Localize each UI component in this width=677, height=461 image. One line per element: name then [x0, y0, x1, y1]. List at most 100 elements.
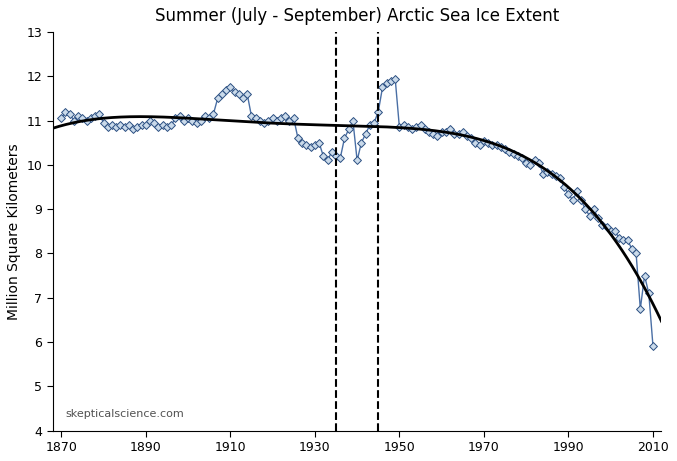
- Point: [411, 124, 422, 131]
- Point: [60, 108, 71, 115]
- Point: [626, 245, 637, 253]
- Point: [563, 190, 574, 197]
- Point: [609, 228, 620, 235]
- Point: [567, 197, 578, 204]
- Point: [89, 112, 100, 120]
- Point: [398, 121, 409, 129]
- Point: [179, 117, 190, 124]
- Point: [335, 154, 346, 162]
- Point: [385, 77, 396, 84]
- Point: [250, 115, 261, 122]
- Point: [136, 121, 147, 129]
- Point: [449, 130, 460, 137]
- Point: [512, 153, 523, 160]
- Point: [432, 132, 443, 140]
- Point: [246, 112, 257, 120]
- Point: [225, 84, 236, 91]
- Point: [419, 126, 430, 133]
- Point: [377, 84, 388, 91]
- Point: [601, 223, 612, 230]
- Point: [554, 175, 565, 182]
- Point: [466, 135, 477, 142]
- Text: skepticalscience.com: skepticalscience.com: [65, 409, 183, 419]
- Point: [470, 139, 481, 147]
- Point: [128, 126, 139, 133]
- Point: [479, 137, 489, 144]
- Point: [402, 124, 413, 131]
- Point: [305, 143, 316, 151]
- Point: [614, 234, 625, 242]
- Point: [364, 121, 375, 129]
- Point: [643, 290, 654, 297]
- Point: [538, 170, 548, 177]
- Point: [149, 119, 160, 126]
- Point: [458, 128, 468, 136]
- Point: [187, 117, 198, 124]
- Point: [212, 95, 223, 102]
- Point: [204, 115, 215, 122]
- Point: [111, 124, 122, 131]
- Point: [424, 128, 435, 136]
- Point: [597, 221, 608, 228]
- Point: [106, 121, 117, 129]
- Point: [191, 119, 202, 126]
- Point: [529, 157, 540, 164]
- Point: [580, 206, 591, 213]
- Point: [360, 130, 371, 137]
- Point: [267, 115, 278, 122]
- Point: [170, 115, 181, 122]
- Point: [288, 115, 299, 122]
- Point: [301, 142, 312, 149]
- Point: [521, 159, 531, 166]
- Point: [326, 148, 337, 155]
- Point: [533, 159, 544, 166]
- Point: [72, 112, 83, 120]
- Point: [229, 88, 240, 95]
- Point: [153, 124, 164, 131]
- Point: [259, 119, 269, 126]
- Point: [297, 139, 307, 147]
- Point: [56, 115, 66, 122]
- Point: [132, 124, 143, 131]
- Point: [140, 121, 151, 129]
- Point: [542, 168, 552, 175]
- Point: [157, 121, 168, 129]
- Point: [313, 139, 324, 147]
- Point: [94, 110, 105, 118]
- Point: [571, 188, 582, 195]
- Point: [64, 110, 75, 118]
- Point: [508, 150, 519, 158]
- Point: [309, 142, 320, 149]
- Point: [196, 117, 206, 124]
- Point: [123, 121, 134, 129]
- Point: [483, 139, 494, 147]
- Point: [284, 117, 295, 124]
- Point: [453, 130, 464, 137]
- Point: [174, 112, 185, 120]
- Point: [162, 124, 173, 131]
- Point: [415, 121, 426, 129]
- Point: [381, 79, 392, 87]
- Point: [234, 90, 244, 98]
- Point: [492, 142, 502, 149]
- Point: [68, 117, 79, 124]
- Point: [517, 154, 527, 162]
- Point: [276, 115, 286, 122]
- Point: [436, 128, 447, 136]
- Point: [343, 126, 354, 133]
- Point: [592, 214, 603, 222]
- Point: [605, 228, 616, 235]
- Point: [208, 110, 219, 118]
- Point: [242, 90, 253, 98]
- Point: [559, 183, 569, 191]
- Point: [271, 117, 282, 124]
- Point: [500, 146, 510, 153]
- Point: [352, 157, 363, 164]
- Point: [322, 157, 333, 164]
- Point: [221, 86, 232, 93]
- Point: [330, 153, 341, 160]
- Point: [445, 126, 456, 133]
- Point: [145, 117, 156, 124]
- Point: [575, 197, 586, 204]
- Point: [475, 142, 485, 149]
